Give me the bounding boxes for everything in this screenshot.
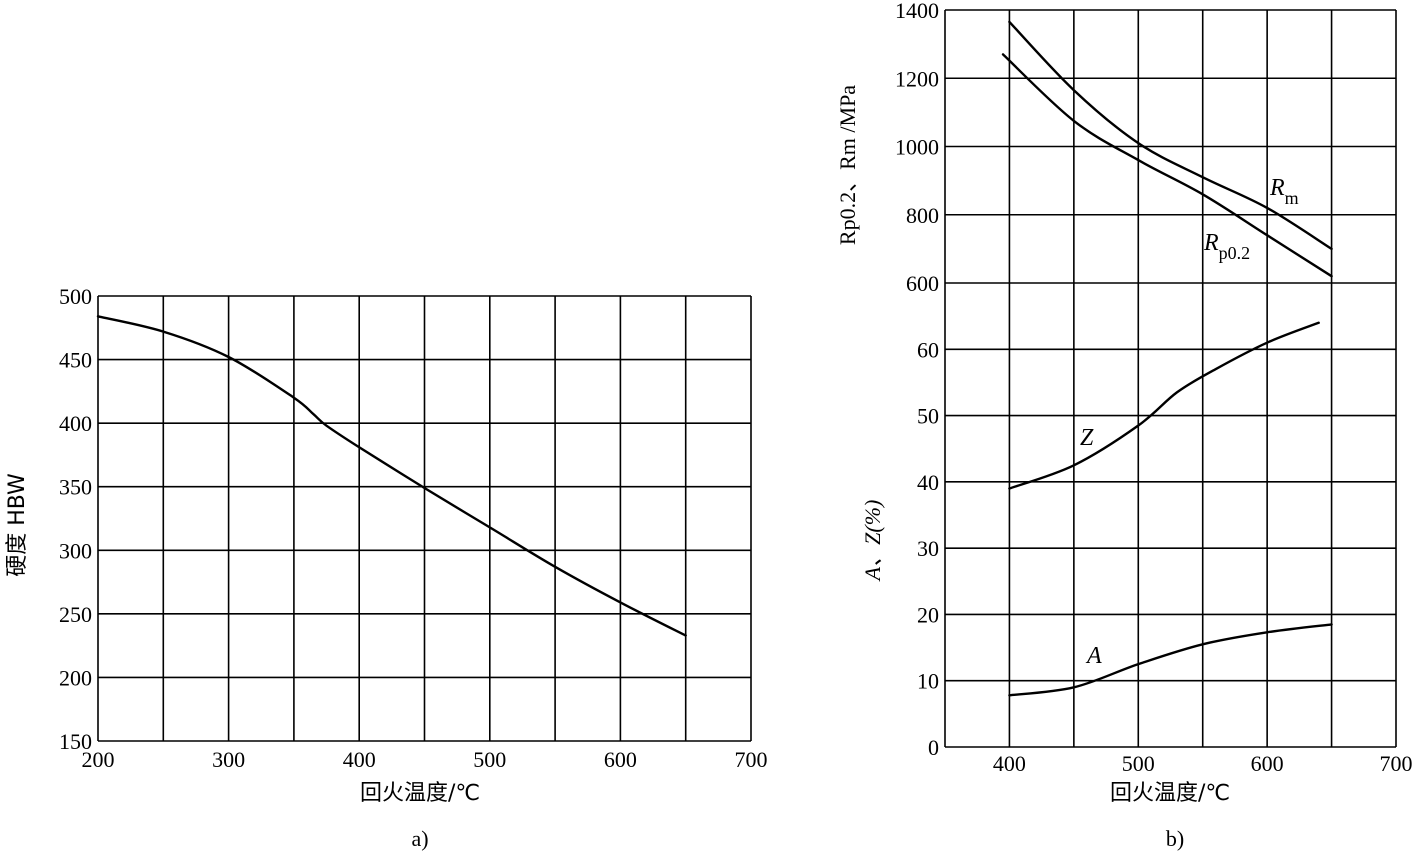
- y-tick-label: 800: [906, 203, 939, 228]
- y-tick-label: 250: [59, 602, 92, 627]
- y-tick-label: 30: [917, 536, 939, 561]
- hardness-curve: [96, 315, 687, 637]
- hardness-y-tick-labels: 150 200 250 300 350 400 450 500: [59, 284, 92, 754]
- strength-ductility-chart-grid: [944, 9, 1397, 748]
- y-tick-label: 60: [917, 337, 939, 362]
- y-tick-label: 450: [59, 348, 92, 373]
- y-tick-label: 150: [59, 729, 92, 754]
- y-tick-label: 300: [59, 538, 92, 563]
- y-tick-label: 40: [917, 470, 939, 495]
- x-tick-label: 700: [1380, 751, 1413, 776]
- strength-y-tick-labels: 0 10 20 30 40 50 60 600 800 1000 1200 1400: [895, 0, 939, 760]
- x-tick-label: 500: [473, 747, 506, 772]
- hardness-y-axis-label: 硬度 HBW: [5, 473, 30, 577]
- y-tick-label: 1000: [895, 135, 939, 160]
- strength-x-tick-labels: 400 500 600 700: [993, 751, 1413, 776]
- y-tick-label: 200: [59, 665, 92, 690]
- rm-series-label: Rm: [1269, 175, 1299, 208]
- y-tick-label: 0: [928, 735, 939, 760]
- hardness-x-tick-labels: 200 300 400 500 600 700: [82, 747, 768, 772]
- strength-ductility-chart: 400 500 600 700 0 10 20 30 40 50 60 600 800 1000 1200…: [835, 0, 1413, 851]
- rp02-series-label: Rp0.2: [1203, 230, 1250, 263]
- strength-x-axis-label: 回火温度/℃: [1110, 781, 1230, 806]
- x-tick-label: 300: [212, 747, 245, 772]
- a-series-label: A: [1085, 643, 1102, 669]
- caption-b: b): [1166, 826, 1184, 851]
- x-tick-label: 600: [604, 747, 637, 772]
- y-tick-label: 350: [59, 475, 92, 500]
- y-tick-label: 20: [917, 602, 939, 627]
- rp02-curve: [1001, 53, 1333, 278]
- x-tick-label: 500: [1122, 751, 1155, 776]
- y-tick-label: 400: [59, 411, 92, 436]
- y-tick-label: 600: [906, 271, 939, 296]
- y-tick-label: 50: [917, 404, 939, 429]
- x-tick-label: 700: [735, 747, 768, 772]
- x-tick-label: 200: [82, 747, 115, 772]
- hardness-chart-grid: [97, 295, 752, 742]
- y-tick-label: 500: [59, 284, 92, 309]
- hardness-chart: 200 300 400 500 600 700 150200250300350400450…: [5, 284, 768, 851]
- rm-curve: [1008, 20, 1333, 251]
- x-tick-label: 400: [343, 747, 376, 772]
- z-series-label: Z: [1080, 425, 1094, 451]
- y-tick-label: 1200: [895, 66, 939, 91]
- hardness-x-axis-label: 回火温度/℃: [360, 781, 480, 806]
- x-tick-label: 600: [1251, 751, 1284, 776]
- caption-a: a): [411, 826, 428, 851]
- a-curve: [1008, 623, 1333, 697]
- elongation-y-axis-label: A、Z(%): [860, 500, 885, 583]
- y-tick-label: 1400: [895, 0, 939, 23]
- strength-y-axis-label: Rp0.2、Rm /MPa: [835, 85, 860, 245]
- y-tick-label: 10: [917, 669, 939, 694]
- z-curve: [1008, 321, 1320, 490]
- x-tick-label: 400: [993, 751, 1026, 776]
